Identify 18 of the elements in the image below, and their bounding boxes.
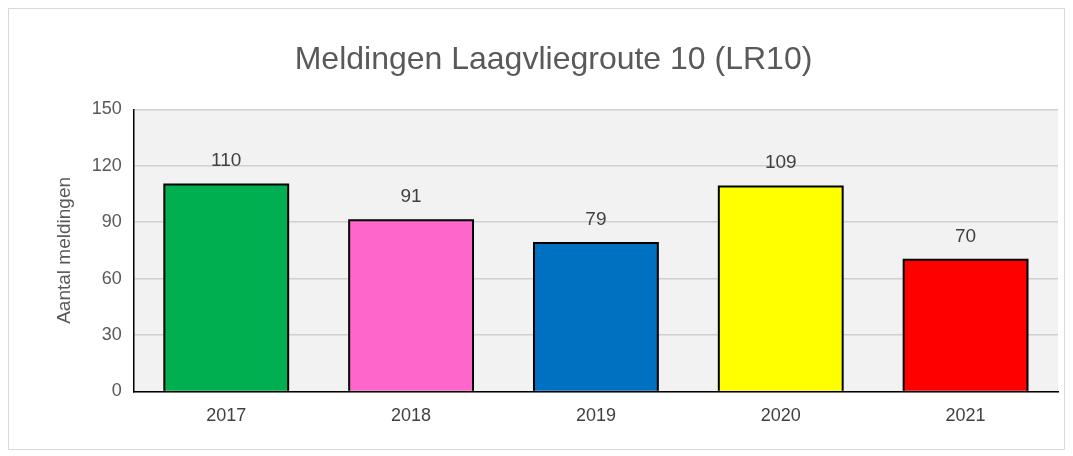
y-tick-label: 120: [91, 154, 122, 175]
x-tick-label: 2018: [391, 405, 432, 426]
y-axis-title: Aantal meldingen: [52, 176, 74, 324]
x-tick-label: 2020: [760, 405, 801, 426]
data-label: 91: [400, 185, 422, 207]
y-tick-label: 60: [101, 267, 122, 288]
y-tick-label: 0: [111, 380, 122, 401]
x-tick-label: 2019: [575, 405, 616, 426]
data-label: 109: [764, 151, 797, 173]
y-tick-label: 150: [91, 98, 122, 119]
y-tick-label: 30: [101, 323, 122, 344]
x-tick-label: 2021: [945, 405, 986, 426]
y-tick-label: 90: [101, 211, 122, 232]
data-label: 110: [211, 149, 242, 171]
chart-title: Meldingen Laagvliegroute 10 (LR10): [294, 40, 813, 77]
data-label: 79: [585, 207, 607, 229]
x-tick-label: 2017: [206, 405, 247, 426]
data-label: 70: [955, 224, 977, 246]
